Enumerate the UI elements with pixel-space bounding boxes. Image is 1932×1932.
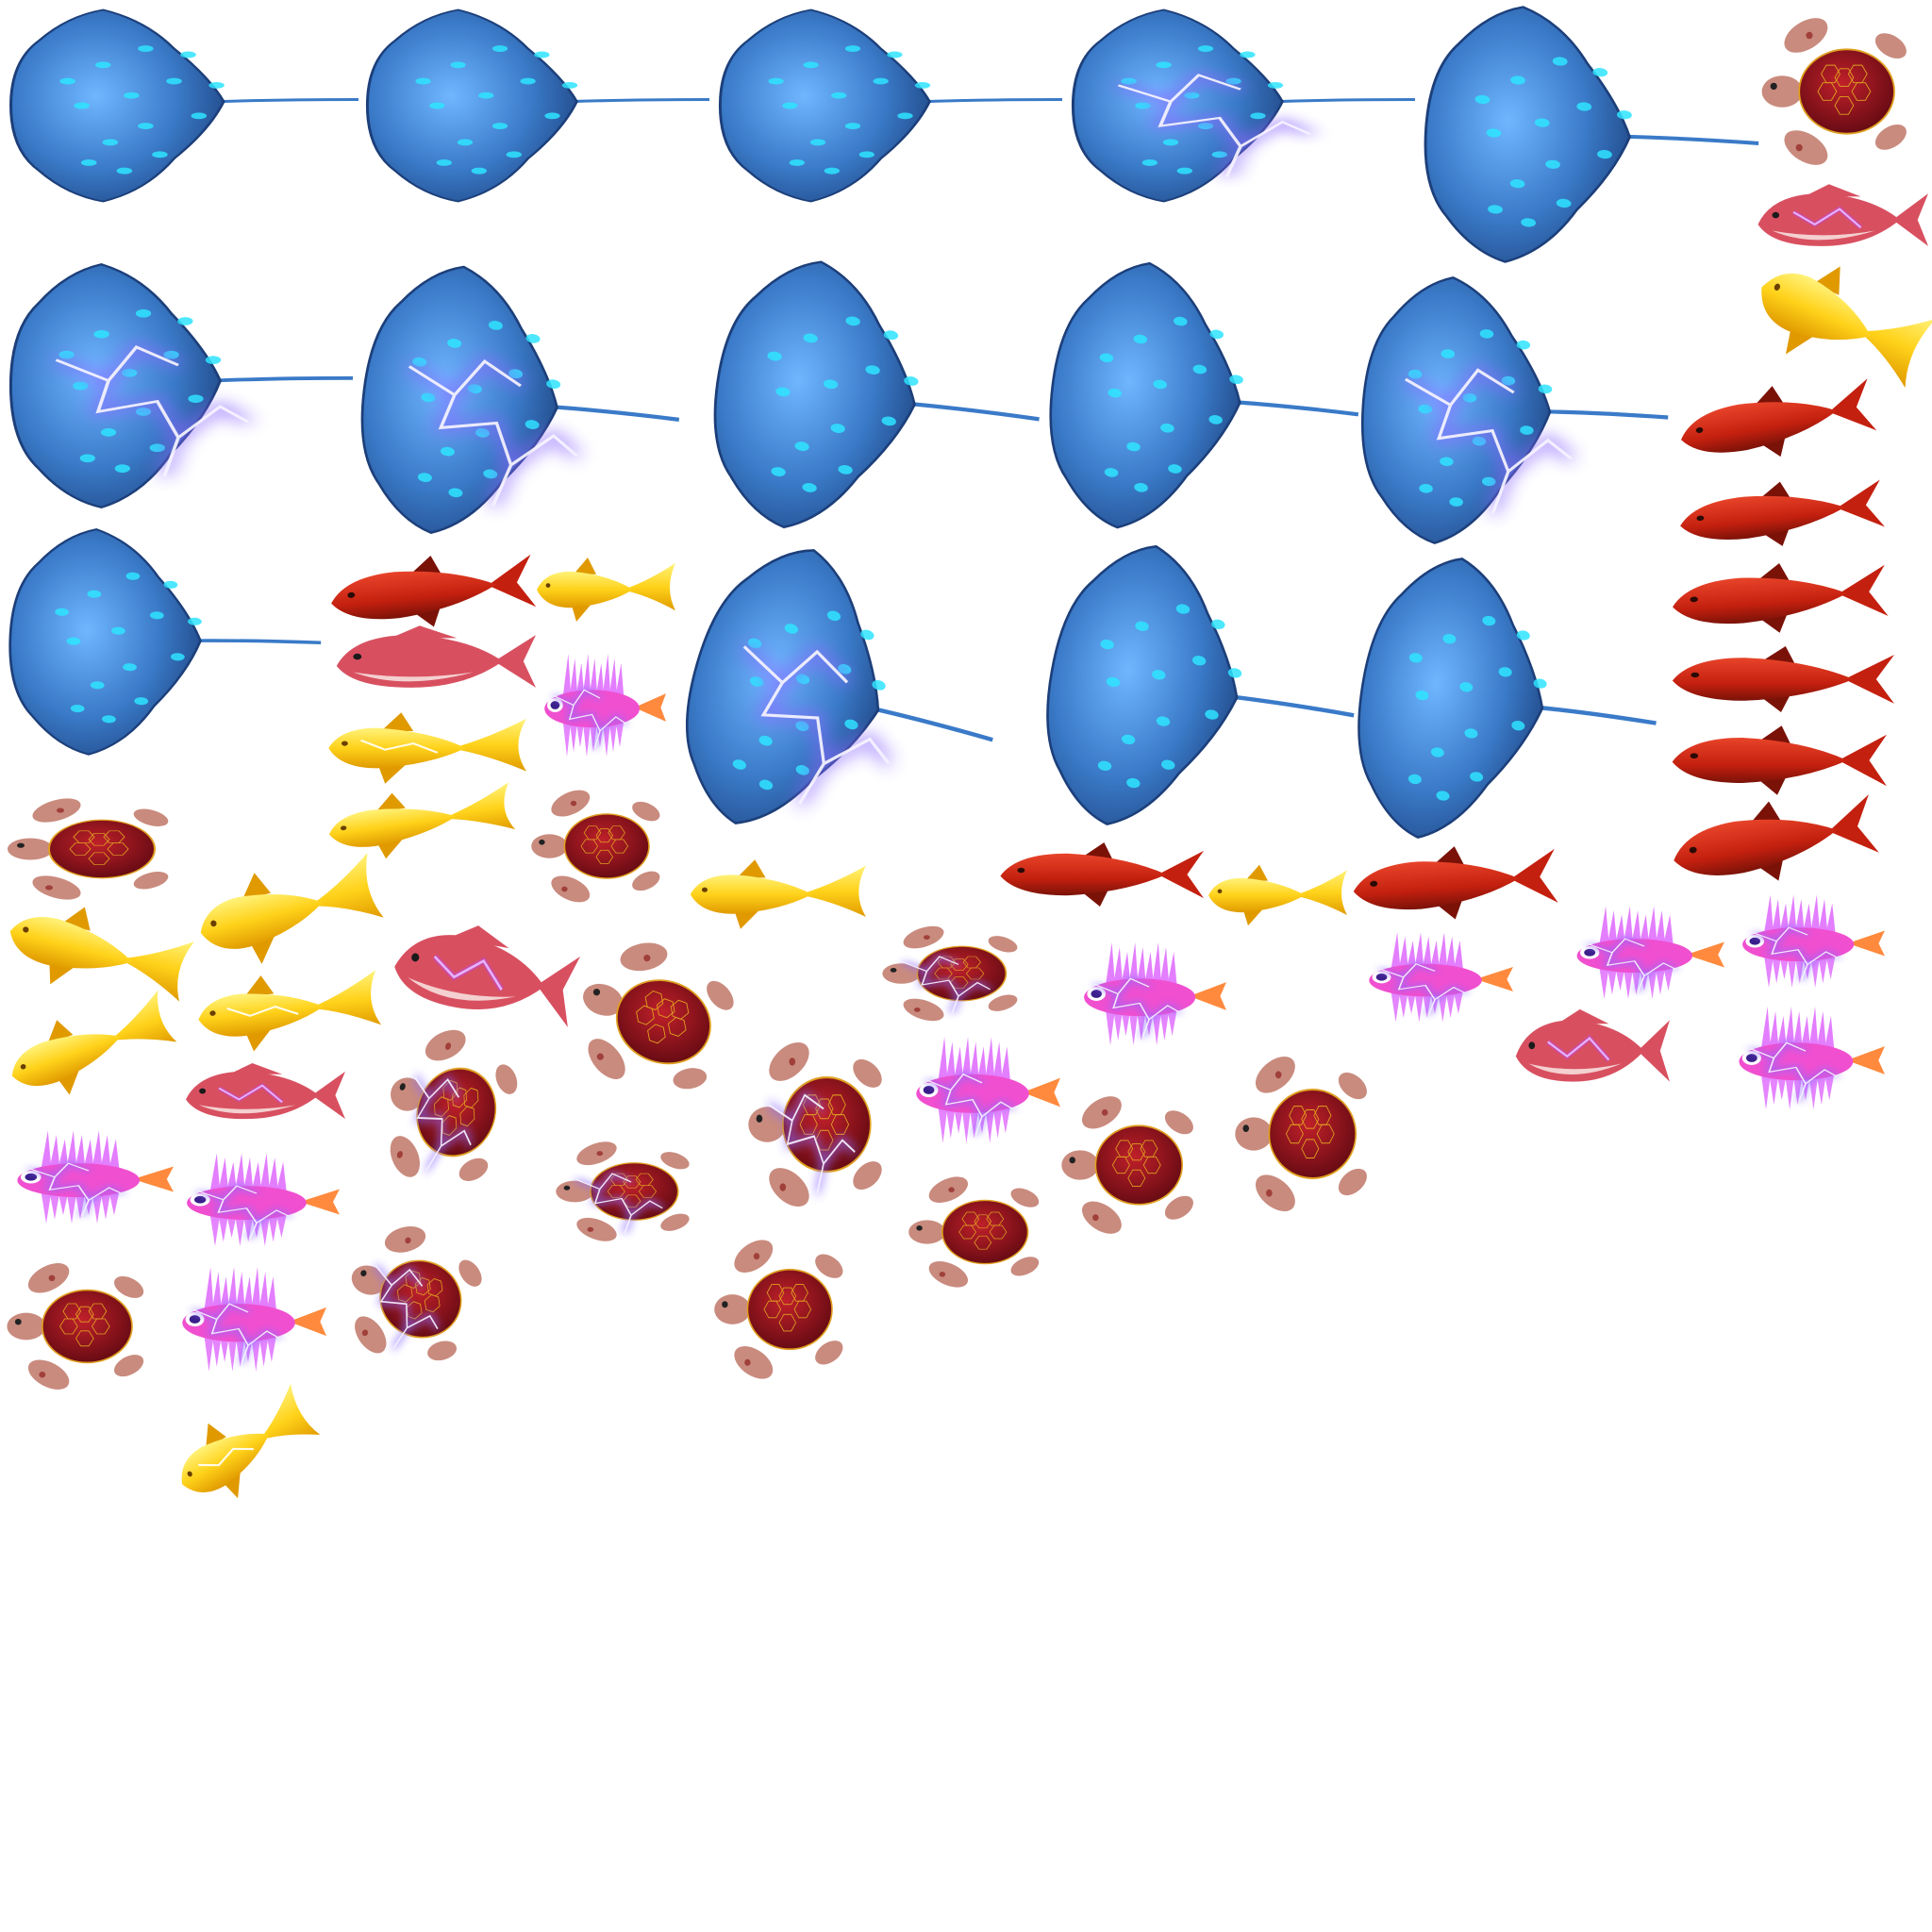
red-fish-icon-sprite	[1673, 469, 1887, 560]
red-fish-icon-sprite	[323, 542, 537, 641]
red-snapper-icon-sprite	[328, 623, 536, 700]
sea-turtle-icon-sprite	[906, 1166, 1058, 1298]
stingray-icon-sprite	[4, 257, 354, 515]
golden-koi-icon-sprite	[687, 857, 866, 932]
sea-turtle-icon-sprite	[745, 1026, 902, 1223]
stingray-icon-sprite	[691, 241, 1058, 569]
golden-koi-icon-sprite	[1206, 862, 1347, 928]
stingray-icon-sprite	[1347, 263, 1677, 567]
red-fish-icon-sprite	[1665, 553, 1889, 643]
sea-turtle-icon-sprite	[4, 789, 192, 909]
stingray-icon-sprite	[0, 519, 325, 770]
sea-turtle-icon-sprite	[1232, 1041, 1387, 1226]
stingray-icon-sprite	[4, 4, 359, 208]
red-fish-icon-sprite	[1668, 723, 1887, 798]
sea-turtle-icon-sprite	[323, 1199, 513, 1398]
golden-koi-icon-sprite	[191, 960, 383, 1060]
golden-koi-icon-sprite	[1736, 235, 1932, 408]
red-snapper-icon-sprite	[1509, 1006, 1670, 1096]
red-fish-icon-sprite	[1346, 836, 1558, 929]
sea-turtle-icon-sprite	[711, 1226, 862, 1392]
lionfish-icon-sprite	[1564, 902, 1724, 1008]
stingray-icon-sprite	[360, 4, 710, 208]
golden-koi-icon-sprite	[325, 709, 526, 787]
sea-turtle-icon-sprite	[358, 1001, 550, 1222]
stingray-icon-sprite	[1029, 244, 1374, 563]
golden-koi-icon-sprite	[321, 774, 517, 869]
golden-koi-icon-sprite	[534, 555, 675, 625]
golden-koi-icon-sprite	[158, 1374, 328, 1524]
red-snapper-icon-sprite	[179, 1060, 345, 1130]
lionfish-icon-sprite	[1072, 938, 1226, 1055]
lionfish-icon-sprite	[904, 1032, 1060, 1153]
golden-koi-icon-sprite	[0, 981, 182, 1115]
red-fish-icon-sprite	[1670, 366, 1878, 476]
sea-turtle-icon-sprite	[553, 1132, 709, 1251]
sea-turtle-icon-sprite	[4, 1251, 164, 1402]
stingray-icon-sprite	[1333, 537, 1678, 880]
golden-koi-icon-sprite	[185, 841, 388, 981]
stingray-icon-sprite	[1409, 0, 1767, 287]
red-snapper-icon-sprite	[379, 907, 583, 1043]
sea-turtle-icon-sprite	[552, 912, 770, 1130]
stingray-icon-sprite	[713, 4, 1063, 208]
stingray-icon-sprite	[341, 247, 695, 569]
lionfish-icon-sprite	[170, 1262, 326, 1381]
sea-turtle-icon-sprite	[879, 917, 1038, 1030]
red-fish-icon-sprite	[1662, 781, 1882, 903]
lionfish-icon-sprite	[174, 1149, 340, 1255]
sea-turtle-icon-sprite	[528, 779, 679, 913]
sea-turtle-icon-sprite	[1758, 4, 1928, 179]
red-snapper-icon-sprite	[1751, 181, 1928, 258]
red-fish-icon-sprite	[1668, 643, 1894, 715]
lionfish-icon-sprite	[1730, 891, 1885, 996]
lionfish-icon-sprite	[534, 649, 666, 766]
stingray-icon-sprite	[1066, 4, 1416, 208]
golden-koi-icon-sprite	[0, 887, 197, 1020]
lionfish-icon-sprite	[4, 1126, 174, 1232]
red-fish-icon-sprite	[996, 840, 1204, 909]
stingray-icon-sprite	[1020, 523, 1378, 872]
lionfish-icon-sprite	[1357, 928, 1513, 1030]
lionfish-icon-sprite	[1726, 1002, 1885, 1119]
sea-turtle-icon-sprite	[1058, 1083, 1213, 1247]
stingray-icon-sprite	[649, 518, 1031, 894]
